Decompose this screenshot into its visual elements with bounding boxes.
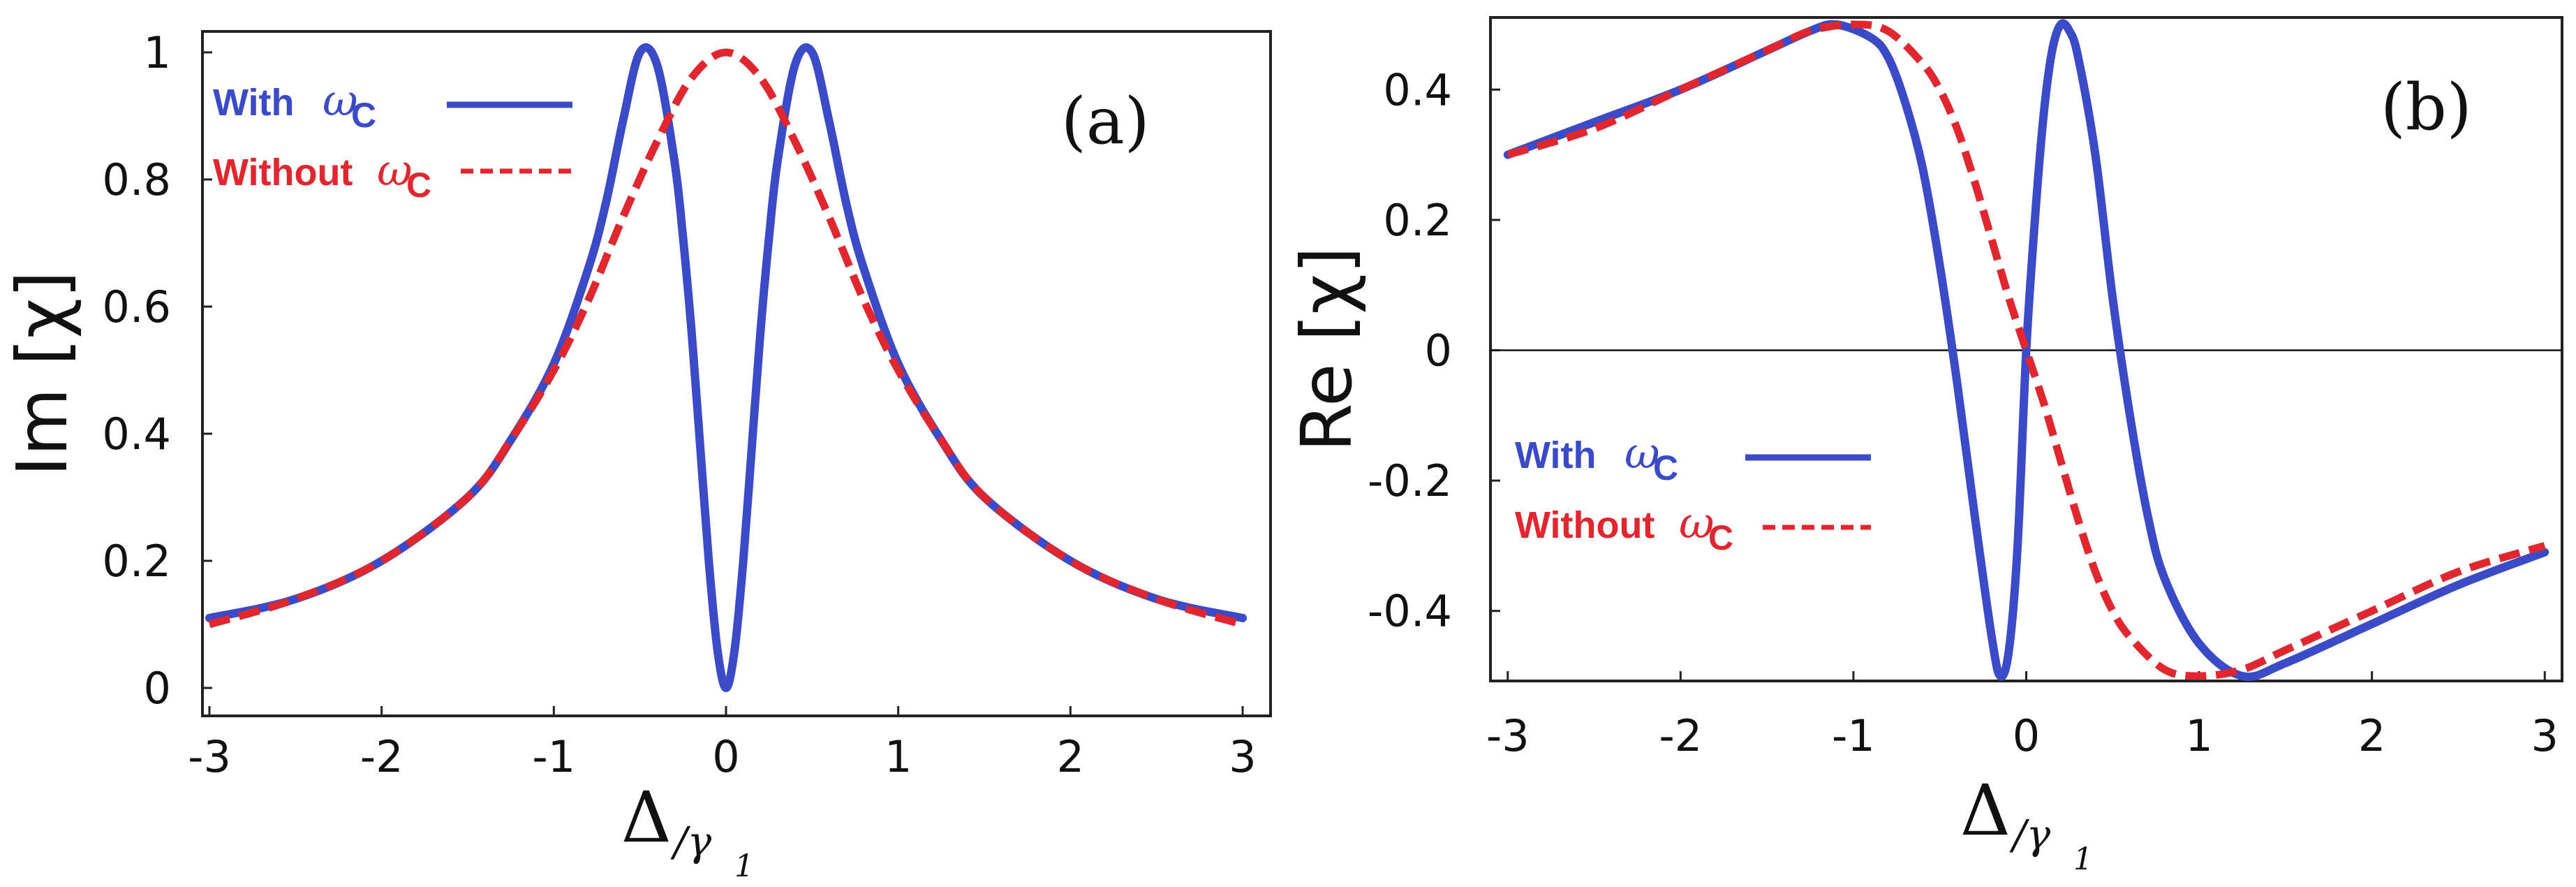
y-tick-label-b: 0.2 — [1383, 195, 1452, 246]
legend-a-without-sub: C — [406, 166, 431, 205]
series-b — [1503, 19, 2549, 682]
y-tick-label-a: 0.6 — [102, 281, 171, 332]
legend-a-without-text: Without — [213, 152, 353, 193]
legend-b-with-omega: ω — [1624, 427, 1660, 478]
legend-b-with-sub: C — [1653, 448, 1678, 488]
x-axis-label-a: Δ — [621, 777, 672, 858]
x-axis-sublabel-a: /γ — [670, 818, 712, 865]
x-tick-label-a: 1 — [884, 731, 912, 782]
legend-a-with-omega: ω — [323, 75, 358, 126]
x-tick-label-b: 0 — [2013, 710, 2040, 761]
x-tick-label-b: -2 — [1659, 710, 1702, 761]
y-tick-label-b: -0.4 — [1368, 586, 1452, 637]
x-tick-label-a: -3 — [188, 731, 231, 782]
x-tick-label-a: 2 — [1057, 731, 1084, 782]
y-tick-label-a: 1 — [144, 27, 171, 78]
x-tick-label-a: -2 — [360, 731, 404, 782]
x-tick-label-b: 2 — [2358, 710, 2385, 761]
y-tick-label-a: 0.2 — [102, 536, 171, 587]
series-a — [205, 43, 1247, 692]
x-axis-subscript-b: 1 — [2073, 842, 2093, 877]
panel-label-b: (b) — [2381, 70, 2472, 145]
legend-a: With ω C Without ω C — [213, 75, 572, 205]
x-tick-label-a: -1 — [532, 731, 575, 782]
y-tick-label-b: 0 — [1425, 325, 1452, 376]
legend-b: With ω C Without ω C — [1515, 427, 1871, 557]
y-tick-label-a: 0 — [144, 663, 171, 714]
panel-b: -3 -2 -1 0 1 2 3-0.4-0.200.20.4 Re [χ] Δ /γ 1 … — [1286, 16, 2563, 877]
y-axis-label-b: Re [χ] — [1286, 247, 1368, 452]
y-tick-label-b: -0.2 — [1368, 455, 1452, 506]
panel-a: -3 -2 -1 0 1 2 3 0 0.2 0.4 0.6 0.8 1 Im [χ] Δ /γ 1 (… — [1, 27, 1272, 884]
axis-ticks-a: -3 -2 -1 0 1 2 3 0 0.2 0.4 0.6 0.8 1 — [102, 27, 1256, 782]
x-axis-sublabel-b: /γ — [2009, 811, 2051, 858]
y-tick-label-a: 0.8 — [102, 154, 171, 205]
y-tick-label-a: 0.4 — [102, 409, 171, 460]
x-tick-label-b: -3 — [1486, 710, 1530, 761]
x-tick-label-a: 3 — [1229, 731, 1256, 782]
x-axis-label-b: Δ — [1960, 770, 2011, 851]
series-line-a-without-omega-c — [208, 48, 1244, 629]
x-tick-label-b: -1 — [1832, 710, 1875, 761]
series-line-b-with-omega-c — [1503, 19, 2549, 682]
x-tick-label-a: 0 — [712, 731, 739, 782]
legend-b-with-text: With — [1515, 434, 1596, 476]
legend-a-with-text: With — [213, 82, 294, 124]
legend-b-without-omega: ω — [1679, 497, 1715, 548]
series-line-b-without-omega-c — [1507, 20, 2546, 680]
y-axis-label-a: Im [χ] — [1, 271, 83, 476]
legend-a-with-sub: C — [351, 96, 376, 135]
legend-a-without-omega: ω — [377, 145, 413, 196]
plot-frame-a — [201, 30, 1272, 717]
legend-b-without-sub: C — [1708, 518, 1733, 557]
series-line-a-with-omega-c — [205, 43, 1247, 692]
panel-label-a: (a) — [1061, 84, 1150, 159]
axis-ticks-b: -3 -2 -1 0 1 2 3 -0.4 -0.2 0 0.2 0.4 — [1368, 64, 2562, 761]
x-tick-label-b: 3 — [2531, 710, 2559, 761]
y-tick-label-b: 0.4 — [1383, 64, 1452, 115]
legend-b-without-text: Without — [1515, 504, 1655, 546]
x-tick-label-b: 1 — [2185, 710, 2212, 761]
x-axis-subscript-a: 1 — [734, 849, 754, 884]
